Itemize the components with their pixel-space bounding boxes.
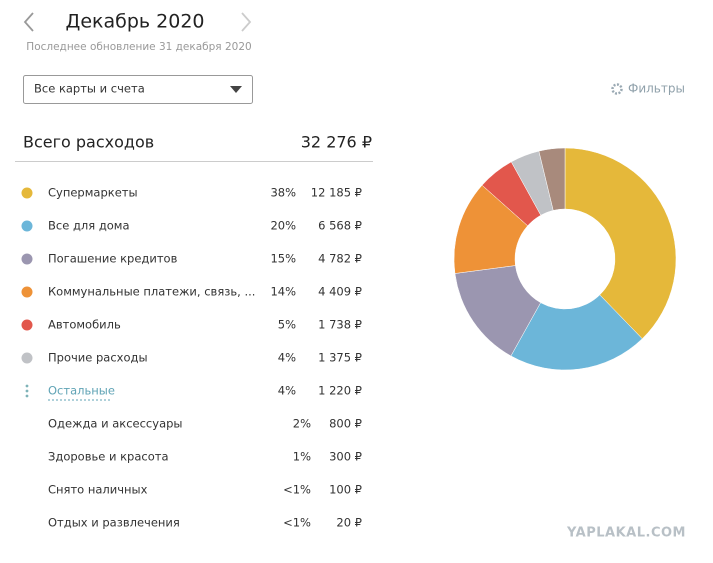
sub-category-name: Снято наличных [48,483,148,497]
category-amount: 12 185 ₽ [311,186,362,200]
category-percent: 5% [278,318,296,332]
category-amount: 4 782 ₽ [318,252,362,266]
legend-dot [21,286,33,298]
category-percent: 4% [278,351,296,365]
legend-dot [21,253,33,265]
donut-segment [510,294,643,371]
gear-icon[interactable] [611,83,623,95]
watermark: YAPLAKAL.COM [566,526,686,541]
category-name[interactable]: Коммунальные платежи, связь, ... [48,285,255,299]
legend-dot [21,220,33,232]
sub-category-amount: 800 ₽ [329,417,362,431]
category-percent: 14% [270,285,296,299]
sub-category-amount: 100 ₽ [329,483,362,497]
filters[interactable]: Фильтры [611,82,685,96]
legend-dot [21,187,33,199]
legend-dot [21,319,33,331]
sub-category-name: Здоровье и красота [48,450,169,464]
others-percent: 4% [278,384,296,398]
category-name[interactable]: Все для дома [48,219,130,233]
sub-category-percent: 2% [293,417,311,431]
dropdown-box[interactable] [23,75,253,104]
category-percent: 20% [270,219,296,233]
donut-segment [564,147,677,340]
sub-category-name: Отдых и развлечения [48,516,180,530]
sub-category-percent: 1% [293,450,311,464]
others-icon [25,394,29,398]
category-amount: 1 375 ₽ [318,351,362,365]
others-icon [25,389,29,393]
sub-category-amount: 300 ₽ [329,450,362,464]
category-amount: 6 568 ₽ [318,219,362,233]
others-name[interactable]: Остальные [48,384,115,398]
prev-month[interactable] [23,12,34,32]
total-label: Всего расходов [23,133,154,152]
category-percent: 38% [270,186,296,200]
category-amount: 1 738 ₽ [318,318,362,332]
sub-category-percent: <1% [283,516,311,530]
category-name[interactable]: Прочие расходы [48,351,148,365]
sub-category-percent: <1% [283,483,311,497]
donut-segment [538,147,566,211]
category-name[interactable]: Супермаркеты [48,186,138,200]
sub-category-name: Одежда и аксессуары [48,417,183,431]
dropdown[interactable]: Все карты и счета [23,75,253,104]
category-name[interactable]: Погашение кредитов [48,252,178,266]
legend-dot [21,352,33,364]
total-amount: 32 276 ₽ [301,133,372,152]
subtitle: Последнее обновление 31 декабря 2020 [26,41,251,53]
dropdown-arrow[interactable] [230,86,242,93]
dropdown-label[interactable]: Все карты и счета [34,82,145,96]
month-title: Декабрь 2020 [65,11,204,33]
category-percent: 15% [270,252,296,266]
filters-label[interactable]: Фильтры [628,82,685,96]
sub-category-amount: 20 ₽ [336,516,362,530]
others-icon [25,384,29,388]
others-amount: 1 220 ₽ [318,384,362,398]
category-amount: 4 409 ₽ [318,285,362,299]
next-month[interactable] [241,12,252,32]
category-name[interactable]: Автомобиль [48,318,121,332]
